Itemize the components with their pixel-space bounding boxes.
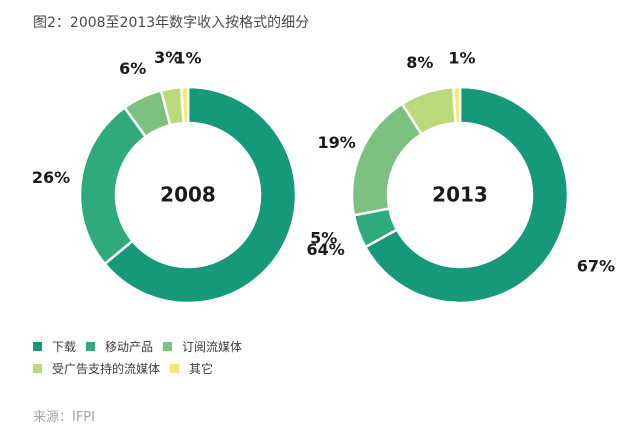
legend-swatch-subscription — [163, 341, 173, 351]
donut-1-slice-2 — [78, 105, 148, 266]
donut-1-data-label-5: 1% — [174, 49, 201, 68]
legend-item-ad-supported: 受广告支持的流媒体 — [33, 360, 160, 377]
legend-label-other: 其它 — [189, 361, 214, 376]
legend-item-mobile: 移动产品 — [86, 338, 153, 355]
donut-2-data-label-4: 8% — [406, 53, 433, 72]
legend-item-subscription: 订阅流媒体 — [163, 338, 242, 355]
legend-item-other: 其它 — [170, 360, 213, 377]
legend-label-subscription: 订阅流媒体 — [182, 339, 243, 354]
donut-2-slice-1 — [363, 85, 570, 305]
legend-label-ad-supported: 受广告支持的流媒体 — [52, 361, 161, 376]
legend: 下载 移动产品 订阅流媒体 受广告支持的流媒体 其它 — [33, 337, 252, 381]
legend-swatch-other — [170, 363, 180, 373]
donut-1-data-label-3: 6% — [119, 59, 146, 78]
donut-1-data-label-1: 64% — [306, 240, 344, 259]
donut-2-data-label-2: 5% — [310, 229, 337, 248]
donut-1-data-label-2: 26% — [32, 168, 70, 187]
legend-label-download: 下载 — [52, 339, 77, 354]
donut-1-slice-1 — [103, 85, 298, 305]
donut-2-data-label-3: 19% — [318, 133, 356, 152]
legend-label-mobile: 移动产品 — [105, 339, 154, 354]
legend-row-1: 下载 移动产品 订阅流媒体 — [33, 337, 252, 355]
legend-item-download: 下载 — [33, 338, 76, 355]
donut-1-slice-5 — [179, 85, 190, 125]
legend-row-2: 受广告支持的流媒体 其它 — [33, 359, 252, 377]
donut-2-slice-5 — [451, 85, 462, 125]
source-note: 来源：IFPI — [33, 410, 95, 425]
donut-2-center-label: 2013 — [432, 183, 488, 207]
donut-1-data-label-4: 3% — [154, 48, 181, 67]
donut-1-center-label: 2008 — [160, 183, 216, 207]
legend-swatch-ad-supported — [33, 363, 42, 373]
chart-title: 图2：2008至2013年数字收入按格式的细分 — [33, 15, 310, 31]
donut-2-slice-3 — [350, 102, 424, 217]
legend-swatch-mobile — [86, 341, 96, 351]
donut-2-data-label-5: 1% — [448, 49, 475, 68]
legend-swatch-download — [33, 341, 42, 351]
donut-2-data-label-1: 67% — [577, 257, 615, 276]
